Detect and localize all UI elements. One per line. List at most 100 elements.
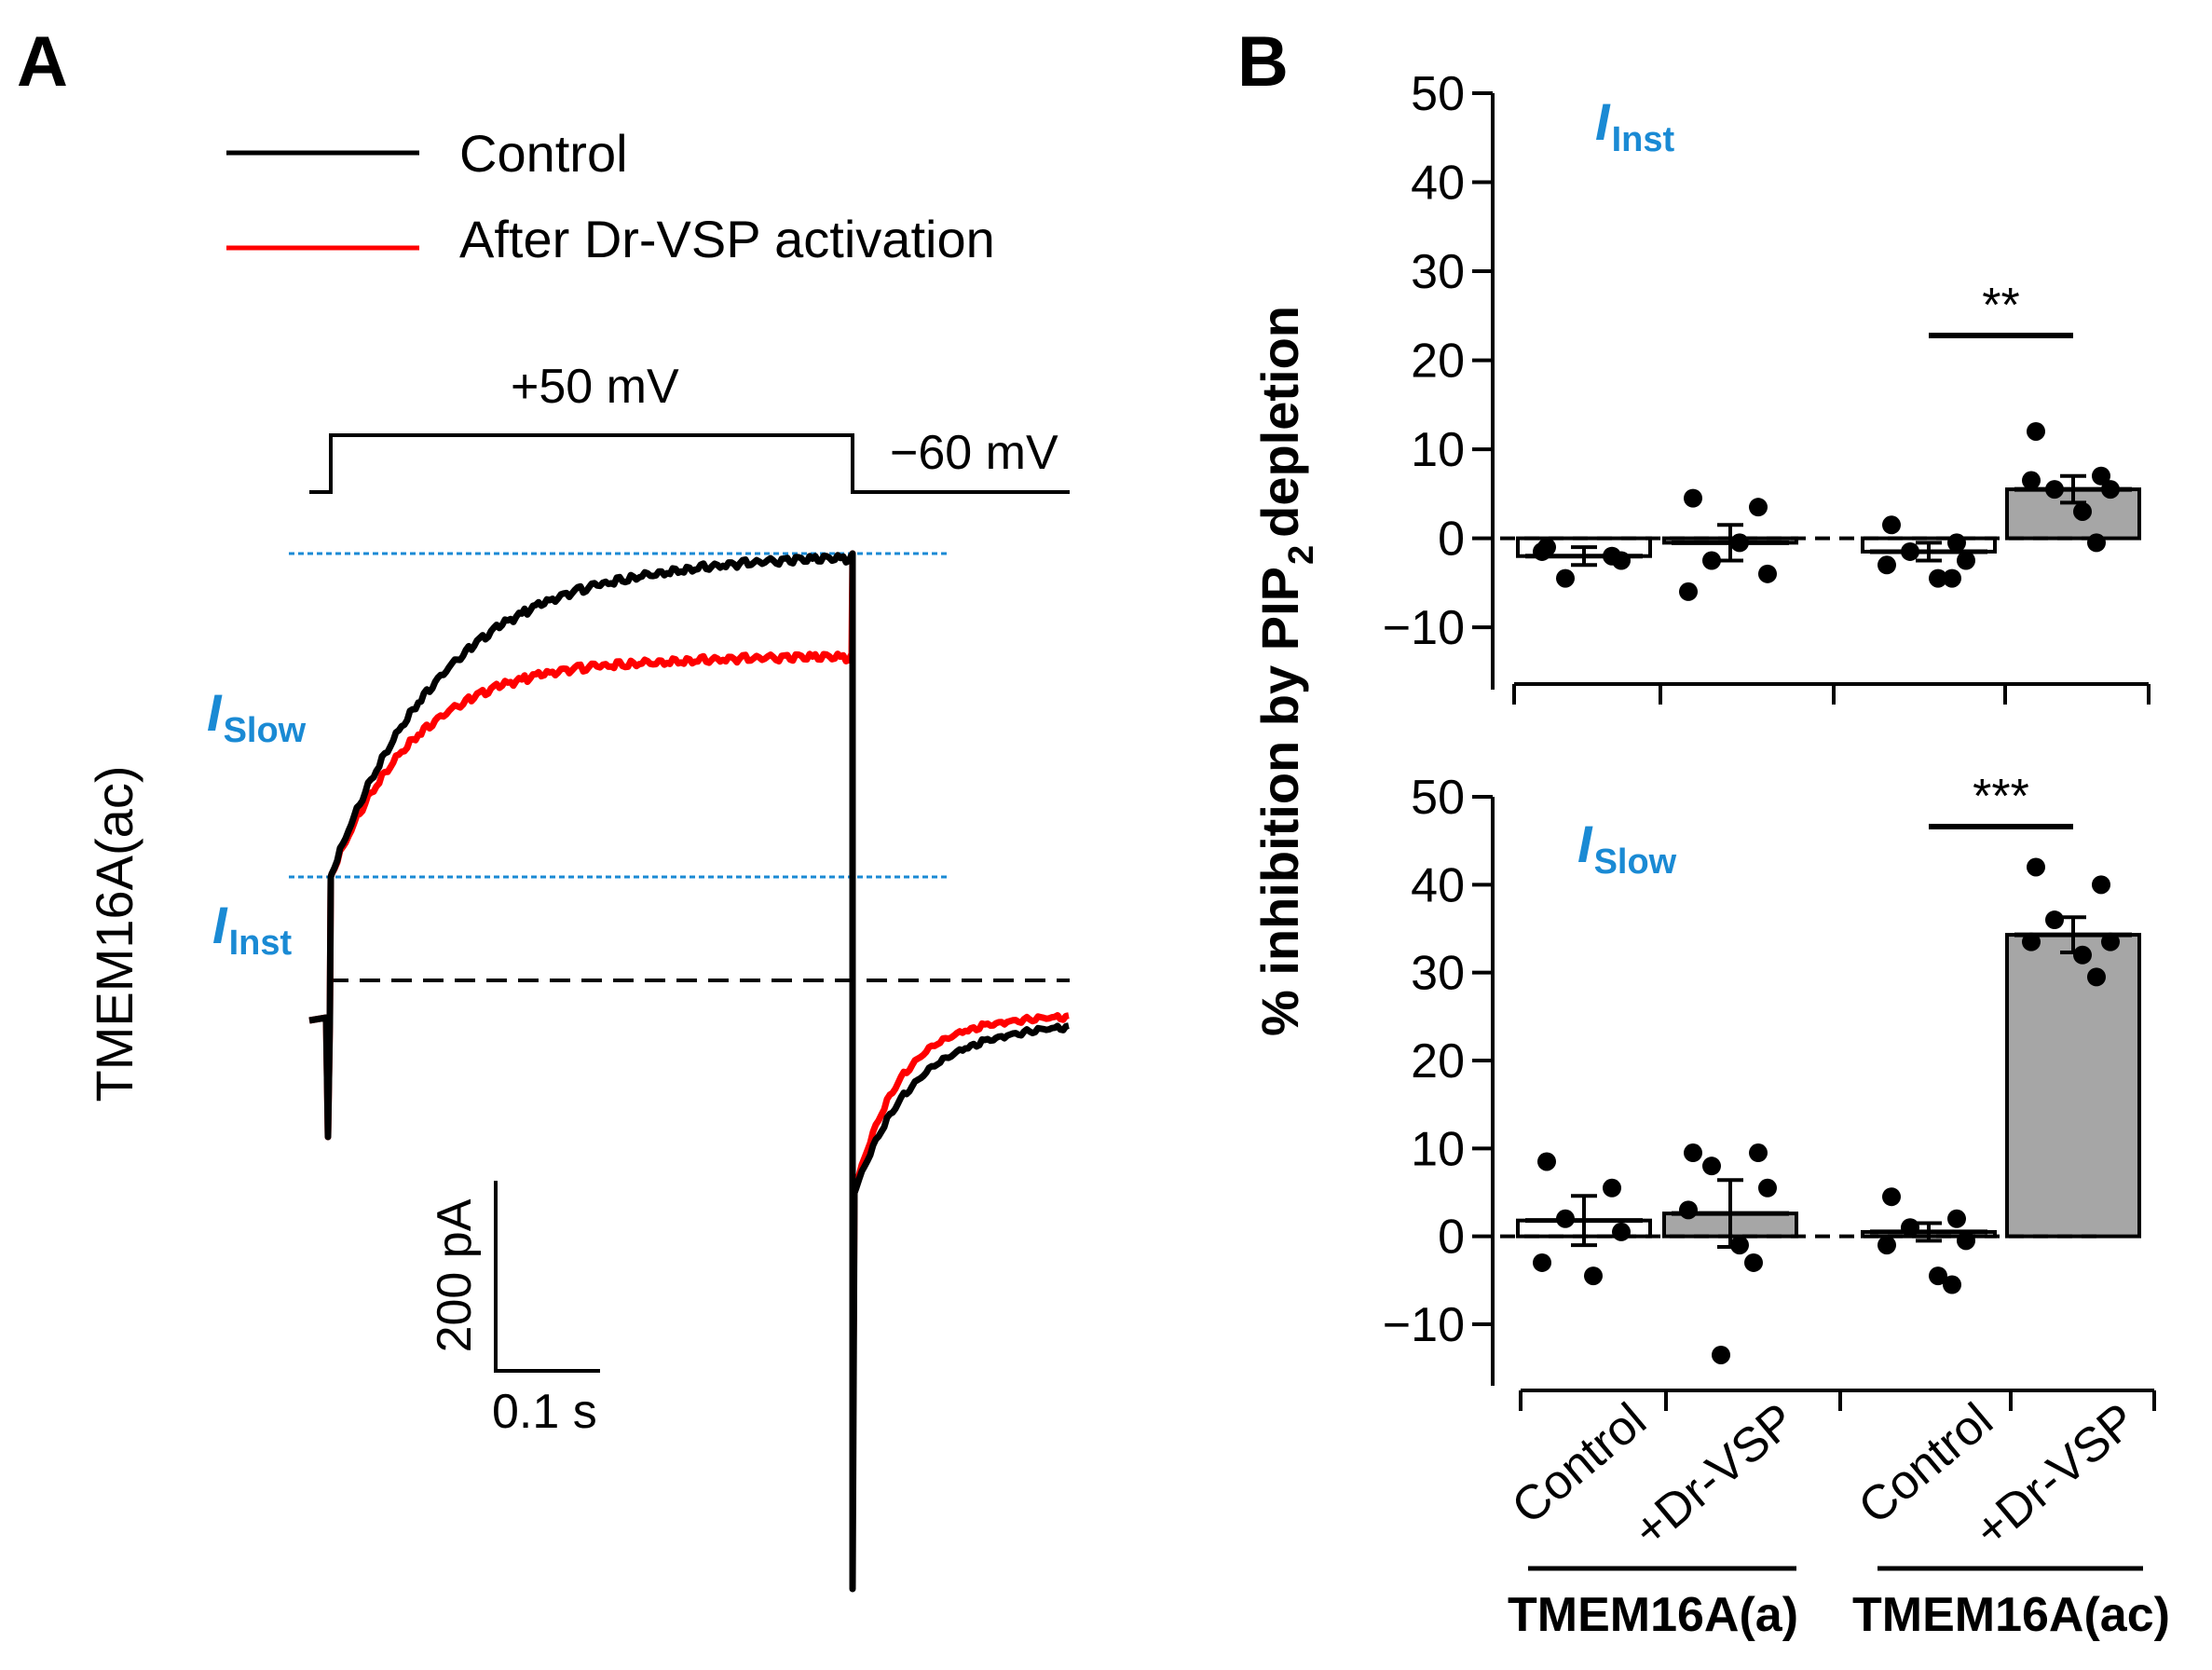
chart-bot-annotation-sub: Slow — [1594, 842, 1677, 882]
data-point — [1679, 1200, 1698, 1220]
trace-control — [308, 550, 1070, 1593]
i-slow-label: ISlow — [207, 683, 307, 750]
y-tick-label: 10 — [1411, 1122, 1465, 1176]
data-point — [1943, 568, 1961, 588]
data-point — [1702, 551, 1721, 570]
data-point — [1947, 1209, 1966, 1228]
data-point — [1929, 1266, 1947, 1286]
data-point — [2045, 910, 2064, 930]
legend-label-dr-vsp: After Dr-VSP activation — [459, 210, 995, 268]
significance-label: *** — [1973, 770, 2029, 824]
i-slow-sub: Slow — [224, 711, 307, 750]
data-point — [1957, 551, 1975, 570]
data-point — [1877, 555, 1896, 575]
data-point — [1537, 1152, 1556, 1171]
group-labels: TMEM16A(a) TMEM16A(ac) — [1508, 1566, 2170, 1642]
data-point — [1712, 1345, 1730, 1364]
data-point — [1533, 1252, 1551, 1272]
data-point — [1730, 533, 1749, 553]
group-label-a: TMEM16A(a) — [1508, 1588, 1798, 1642]
data-point — [1702, 1157, 1721, 1176]
data-point — [2022, 471, 2041, 490]
chart-top-annotation: IInst — [1595, 92, 1674, 159]
y-tick-label: 30 — [1411, 245, 1465, 299]
y-tick-label: 50 — [1411, 771, 1465, 825]
group-label-ac: TMEM16A(ac) — [1852, 1588, 2170, 1642]
category-label-ac-vsp: +Dr-VSP — [1964, 1393, 2147, 1558]
trace-dr-vsp — [308, 550, 1070, 1495]
data-point — [2101, 480, 2120, 500]
data-point — [1749, 1143, 1768, 1163]
data-point — [1556, 568, 1575, 588]
data-point — [1612, 1222, 1631, 1241]
data-point — [1556, 1209, 1575, 1228]
voltage-hold-label: −60 mV — [890, 426, 1058, 480]
data-point — [1679, 582, 1698, 601]
y-axis-label-end: depletion — [1250, 306, 1309, 538]
category-label-a-vsp: +Dr-VSP — [1623, 1393, 1806, 1558]
data-point — [1684, 1143, 1702, 1163]
data-point — [2087, 533, 2106, 553]
legend-label-control: Control — [459, 124, 628, 183]
y-tick-label: 20 — [1411, 1034, 1465, 1088]
data-point — [1749, 498, 1768, 517]
voltage-pulse-label: +50 mV — [511, 360, 679, 414]
data-point — [2101, 932, 2120, 951]
i-inst-main: I — [212, 896, 228, 954]
chart-bot-annotation: ISlow — [1577, 814, 1677, 882]
i-slow-main: I — [207, 683, 223, 742]
data-point — [1612, 551, 1631, 570]
data-point — [2073, 945, 2092, 965]
data-point — [1901, 541, 1919, 561]
chart-i-inst: IInst 50 40 30 20 10 0 −10 ** — [1383, 67, 2151, 705]
y-axis-label-sub: 2 — [1282, 545, 1321, 565]
y-tick-label: 30 — [1411, 947, 1465, 1001]
data-point — [2073, 501, 2092, 521]
y-axis-label-text: % inhibition by PIP — [1250, 567, 1309, 1036]
data-point — [1684, 488, 1702, 508]
chart-top-annotation-sub: Inst — [1612, 120, 1675, 159]
data-point — [2092, 466, 2110, 486]
data-point — [1744, 1252, 1763, 1272]
chart-bot-annotation-main: I — [1577, 814, 1593, 873]
data-point — [1929, 568, 1947, 588]
scale-bar: 200 pA 0.1 s — [428, 1181, 600, 1439]
y-axis-label: % inhibition by PIP2 depletion — [1250, 306, 1321, 1036]
panel-label-a: A — [17, 22, 68, 102]
voltage-protocol: +50 mV −60 mV — [309, 360, 1070, 494]
data-point — [1901, 1218, 1919, 1238]
scale-bar-current: 200 pA — [428, 1198, 482, 1352]
data-point — [1533, 541, 1551, 561]
chart-top-annotation-main: I — [1595, 92, 1611, 151]
significance-label: ** — [1982, 279, 2019, 333]
y-tick-label: 40 — [1411, 157, 1465, 211]
data-point — [2027, 421, 2045, 441]
y-tick-label: −10 — [1383, 601, 1465, 655]
data-point — [2092, 875, 2110, 895]
data-point — [1758, 564, 1777, 583]
data-point — [1957, 1231, 1975, 1251]
bar — [2005, 933, 2141, 1239]
y-tick-label: 0 — [1438, 1211, 1465, 1265]
scale-bar-time: 0.1 s — [492, 1385, 597, 1439]
y-tick-label: 0 — [1438, 513, 1465, 567]
i-inst-label: IInst — [212, 896, 292, 963]
data-point — [1943, 1275, 1961, 1294]
y-tick-label: 40 — [1411, 858, 1465, 912]
y-tick-label: 50 — [1411, 67, 1465, 121]
category-labels: Control +Dr-VSP Control +Dr-VSP — [1502, 1393, 2147, 1558]
data-point — [2022, 932, 2041, 951]
voltage-step-trace — [309, 433, 1070, 494]
data-point — [1882, 515, 1901, 535]
data-point — [2045, 480, 2064, 500]
chart-i-slow: ISlow 50 40 30 20 10 0 −10 *** — [1383, 770, 2156, 1411]
data-point — [1877, 1236, 1896, 1255]
y-tick-label: 10 — [1411, 423, 1465, 477]
data-point — [2087, 967, 2106, 987]
data-point — [2027, 857, 2045, 877]
cell-label: TMEM16A(ac) — [85, 766, 143, 1102]
i-inst-sub: Inst — [229, 924, 293, 963]
data-point — [1730, 1236, 1749, 1255]
panel-label-b: B — [1237, 22, 1289, 102]
